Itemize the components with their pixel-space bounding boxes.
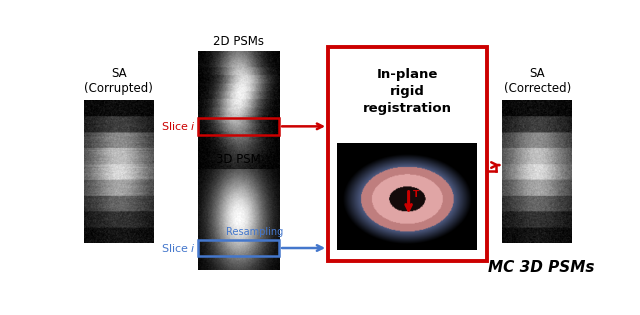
Text: SA
(Corrupted): SA (Corrupted) <box>84 67 153 95</box>
Text: SA
(Corrected): SA (Corrected) <box>504 67 571 95</box>
Text: 3D PSM: 3D PSM <box>216 153 261 166</box>
Text: MC 3D PSMs: MC 3D PSMs <box>488 260 595 275</box>
Bar <box>328 47 487 261</box>
Text: T: T <box>412 190 419 199</box>
Bar <box>198 239 279 256</box>
Text: 2D PSMs: 2D PSMs <box>213 35 264 48</box>
Text: In-plane
rigid
registration: In-plane rigid registration <box>363 68 452 115</box>
Text: Slice $i$: Slice $i$ <box>161 120 195 132</box>
Text: Slice $i$: Slice $i$ <box>161 242 195 254</box>
Bar <box>328 47 487 261</box>
Bar <box>198 118 279 135</box>
Text: Resampling: Resampling <box>227 227 284 237</box>
